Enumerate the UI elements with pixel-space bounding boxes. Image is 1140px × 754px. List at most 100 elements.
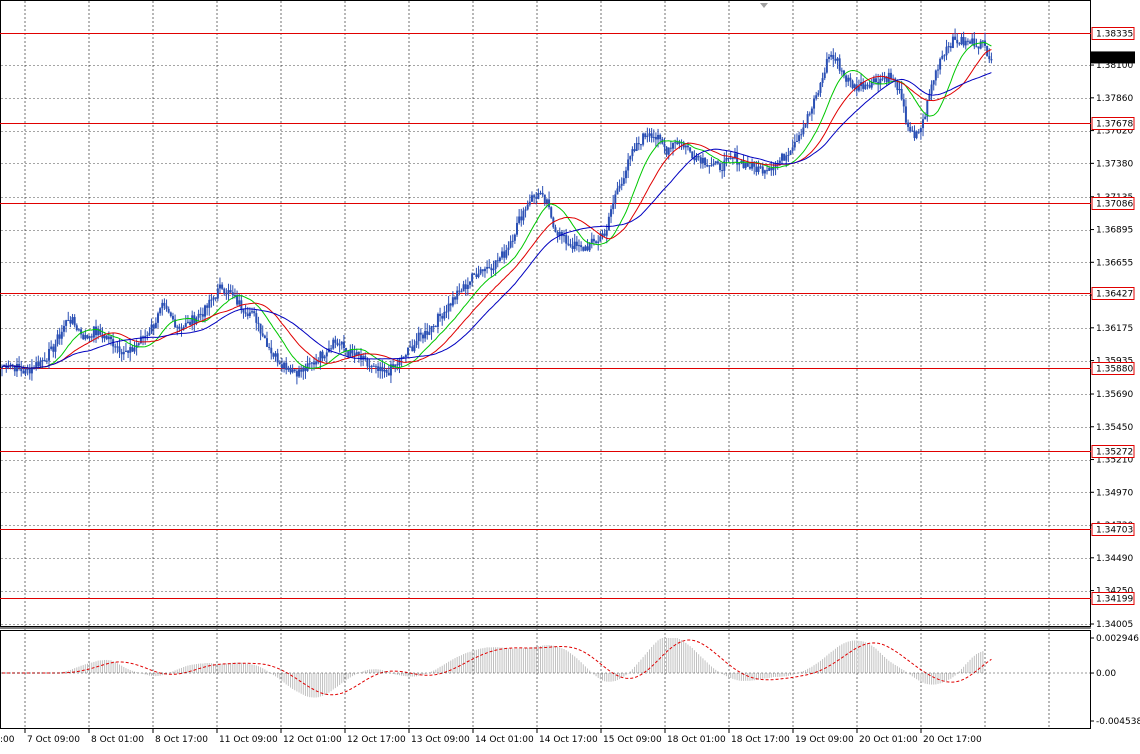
candle-body	[302, 367, 305, 372]
candle-body	[392, 364, 395, 368]
candle-body	[90, 336, 93, 338]
candle-body	[122, 351, 125, 355]
candle-body	[255, 313, 258, 323]
candle-body	[45, 360, 48, 362]
candle-body	[353, 353, 356, 356]
osc-tick-label: -0.004538	[1096, 717, 1140, 727]
candle-body	[588, 242, 591, 251]
candle-body	[573, 241, 576, 249]
level-tag-box	[1091, 197, 1135, 210]
candle-body	[971, 38, 974, 44]
candle-body	[719, 163, 722, 171]
candle-body	[101, 334, 104, 339]
candle-body	[82, 334, 85, 340]
candle-body	[838, 58, 841, 71]
candle-body	[336, 342, 339, 345]
candle-body	[165, 305, 168, 309]
candle-body	[832, 54, 835, 59]
time-tick-label: 13 Oct 09:00	[411, 735, 470, 745]
candle-body	[372, 365, 375, 367]
candle-body	[404, 355, 407, 358]
candle-body	[92, 326, 95, 338]
candle-body	[810, 108, 813, 114]
candle-body	[672, 142, 675, 149]
candle-body	[351, 350, 354, 354]
candle-body	[725, 157, 728, 161]
candle-body	[887, 72, 890, 82]
candle-body	[58, 334, 61, 339]
candle-body	[304, 367, 307, 371]
candle-body	[919, 128, 922, 133]
candle-body	[819, 82, 822, 93]
candle-body	[964, 40, 967, 46]
level-tag-label: 1.35272	[1096, 448, 1133, 458]
candle-body	[533, 195, 536, 197]
candle-body	[127, 350, 130, 353]
candle-body	[802, 127, 805, 135]
candle-body	[631, 149, 634, 157]
candle-body	[263, 335, 266, 339]
candle-body	[866, 84, 869, 86]
candle-body	[928, 93, 931, 101]
candle-body	[360, 355, 363, 360]
candle-body	[315, 361, 318, 365]
candle-body	[109, 336, 112, 340]
candle-body	[522, 210, 525, 221]
candle-body	[490, 267, 493, 271]
candle-body	[62, 325, 65, 332]
oscillator-axis-labels: 0.002946 0.00 -0.004538	[1090, 634, 1140, 727]
candle-body	[118, 346, 121, 353]
chart-shift-marker[interactable]	[760, 3, 768, 8]
candle-body	[325, 352, 328, 357]
candle-body	[13, 365, 16, 372]
candle-body	[599, 236, 602, 242]
candle-body	[851, 80, 854, 89]
candle-body	[280, 364, 283, 369]
candle-body	[231, 292, 234, 296]
candle-body	[883, 76, 886, 79]
candle-body	[934, 70, 937, 81]
candle-body	[67, 319, 70, 321]
candle-body	[253, 311, 256, 314]
time-tick-label: 15 Oct 09:00	[603, 735, 662, 745]
candle-body	[757, 166, 760, 173]
candle-body	[770, 167, 773, 171]
candle-body	[513, 234, 516, 241]
candle-body	[825, 58, 828, 73]
candle-body	[201, 314, 204, 317]
candle-body	[124, 350, 127, 352]
candle-body	[131, 347, 134, 352]
oscillator-histogram	[1, 638, 1090, 698]
candle-body	[163, 302, 166, 306]
candle-body	[530, 195, 533, 202]
candle-body	[133, 347, 136, 352]
osc-tick-label: 0.002946	[1096, 634, 1139, 644]
candle-body	[939, 58, 942, 70]
candle-body	[898, 88, 901, 91]
candle-body	[114, 346, 117, 348]
candle-body	[744, 162, 747, 169]
candle-body	[308, 363, 311, 365]
level-price-tags: 1.38335 1.37678 1.37086 1.36427 1.35880 1.352…	[1091, 27, 1135, 605]
candle-body	[518, 216, 521, 223]
candle-body	[962, 36, 965, 46]
candle-body	[430, 326, 433, 333]
candle-body	[676, 142, 679, 144]
candle-body	[913, 130, 916, 139]
candle-body	[268, 346, 271, 348]
candle-body	[958, 43, 961, 45]
candle-body	[582, 247, 585, 251]
candle-body	[35, 362, 38, 369]
candle-body	[221, 284, 224, 289]
candle-body	[755, 166, 758, 173]
candle-body	[813, 98, 816, 109]
candle-body	[979, 41, 982, 49]
candle-body	[622, 178, 625, 184]
candle-body	[479, 269, 482, 274]
candle-body	[86, 335, 89, 338]
candle-body	[960, 36, 963, 45]
candle-body	[556, 232, 559, 236]
candle-body	[712, 163, 715, 166]
candle-body	[171, 316, 174, 320]
